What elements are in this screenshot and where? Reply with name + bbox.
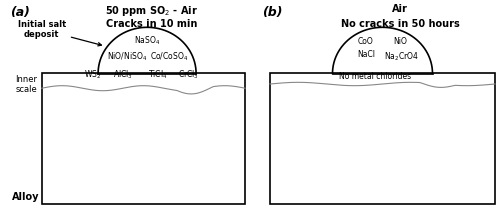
Text: NaSO$_4$: NaSO$_4$	[134, 35, 160, 47]
Text: Cracks in 10 min: Cracks in 10 min	[106, 19, 198, 29]
Text: No cracks in 50 hours: No cracks in 50 hours	[340, 19, 460, 29]
Text: Na$_2$CrO4: Na$_2$CrO4	[384, 50, 418, 63]
Text: Alloy: Alloy	[12, 192, 40, 202]
Text: Initial salt
deposit: Initial salt deposit	[18, 20, 102, 46]
Text: AlCl$_3$: AlCl$_3$	[113, 68, 133, 81]
Text: scale: scale	[15, 85, 37, 94]
Text: NaCl: NaCl	[357, 50, 375, 59]
Text: Inner: Inner	[15, 75, 37, 84]
Text: 50 ppm SO$_2$ - Air: 50 ppm SO$_2$ - Air	[106, 4, 198, 18]
Text: No metal chlorides: No metal chlorides	[339, 72, 411, 81]
Text: Air: Air	[392, 4, 408, 14]
Text: CrCl$_3$: CrCl$_3$	[178, 68, 199, 81]
Bar	[42, 74, 245, 204]
Text: (b): (b)	[262, 6, 283, 19]
Text: Co/CoSO$_4$: Co/CoSO$_4$	[150, 50, 188, 63]
Text: (a): (a)	[10, 6, 30, 19]
Text: WS$_2$: WS$_2$	[84, 68, 102, 81]
Bar	[270, 74, 495, 204]
Text: CoO: CoO	[357, 37, 373, 46]
Text: NiO: NiO	[393, 37, 407, 46]
Text: NiO/NiSO$_4$: NiO/NiSO$_4$	[108, 50, 148, 63]
Text: TiCl$_4$: TiCl$_4$	[148, 68, 168, 81]
